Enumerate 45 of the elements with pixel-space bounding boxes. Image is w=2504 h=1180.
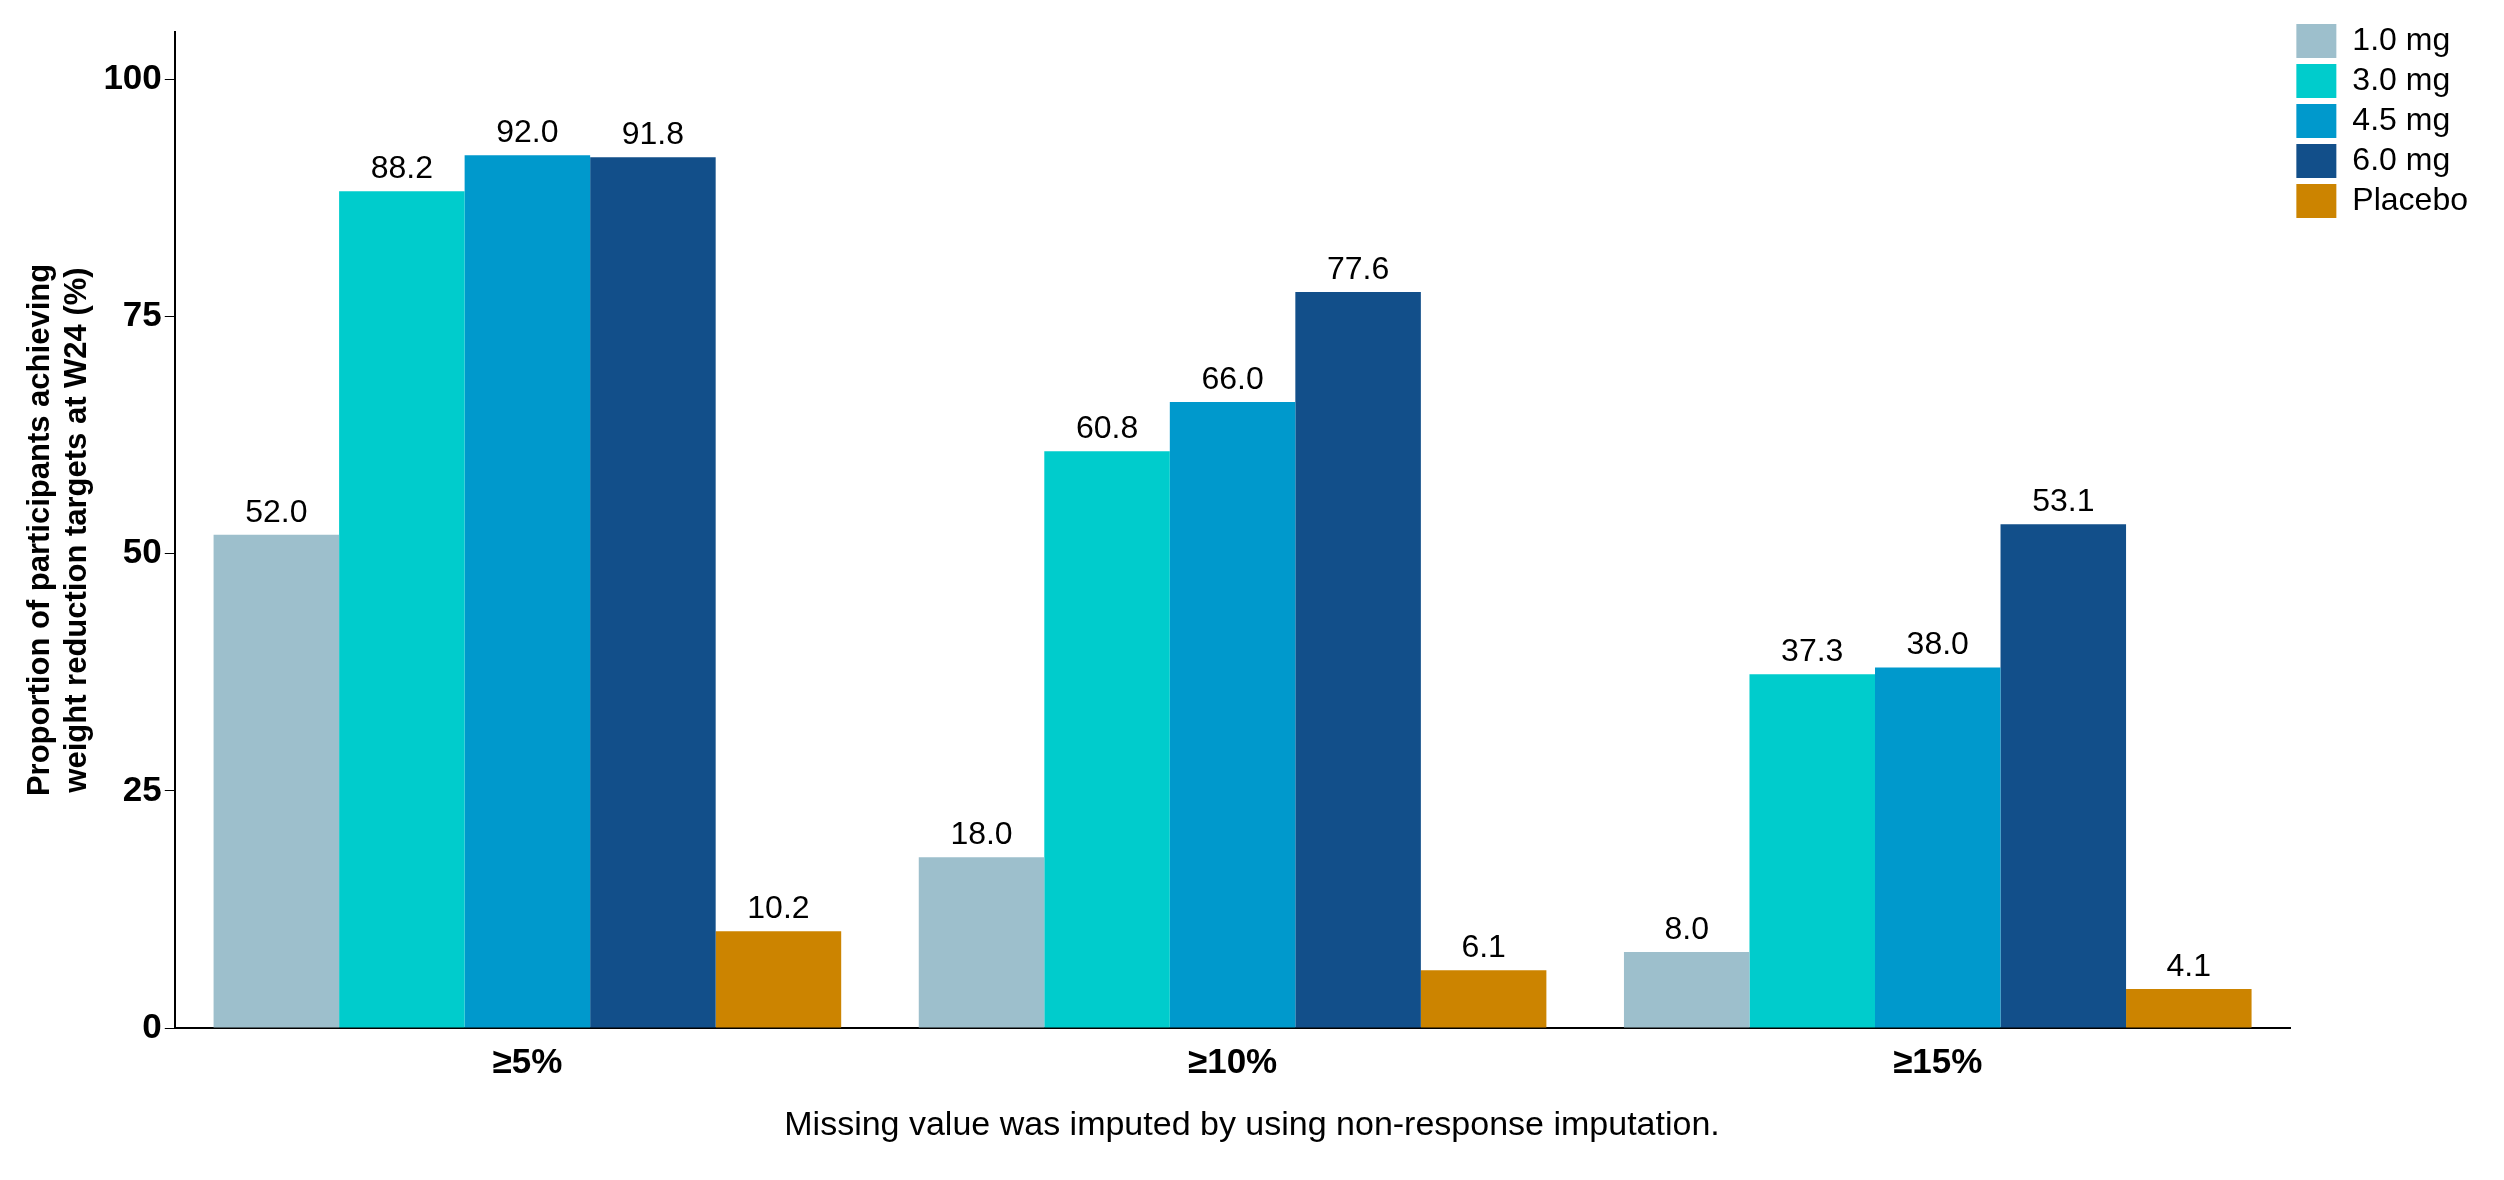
bar [1749,674,1875,1028]
bar [339,191,465,1028]
x-tick-label: ≥5% [492,1040,563,1080]
bar [1420,970,1547,1028]
data-label: 60.8 [1075,409,1139,446]
legend-label: Placebo [2352,180,2468,217]
bar [1169,401,1296,1028]
data-label: 18.0 [950,815,1013,852]
data-label: 92.0 [496,113,559,150]
data-label: 10.2 [747,889,810,926]
legend-label: 3.0 mg [2352,60,2451,97]
bar [1044,451,1170,1028]
legend-label: 4.5 mg [2352,100,2451,137]
data-label: 52.0 [245,492,308,529]
y-axis-title: Proportion of participants achieving weight reduction targets at W24 (%) [21,263,94,797]
data-label: 37.3 [1781,632,1844,669]
y-tick-label: 50 [122,531,162,571]
data-label: 91.8 [621,115,685,152]
bar [1623,952,1750,1028]
data-label: 38.0 [1906,625,1969,662]
data-label: 8.0 [1664,909,1709,946]
data-label: 66.0 [1201,359,1264,396]
x-tick-label: ≥10% [1187,1040,1278,1080]
legend-label: 6.0 mg [2352,140,2451,177]
legend-label: 1.0 mg [2352,20,2451,57]
data-label: 6.1 [1461,927,1506,964]
data-label: 4.1 [2166,946,2212,983]
y-tick-label: 25 [122,768,162,808]
text: Missing value was imputed by using non-response imputation. [783,1104,1721,1143]
y-tick-label: 100 [103,57,162,97]
bar [918,857,1045,1028]
data-label: 53.1 [2032,482,2095,519]
x-tick-label: ≥15% [1893,1040,1983,1080]
data-label: 77.6 [1326,249,1390,286]
y-tick-label: 75 [122,294,162,334]
y-tick-label: 0 [142,1005,162,1045]
data-label: 88.2 [370,149,434,186]
bar [2126,989,2252,1028]
bar [2000,524,2127,1028]
bar [715,931,842,1028]
bar [213,534,340,1028]
bar [590,157,716,1028]
bar [464,155,591,1028]
bar [1295,291,1421,1028]
bar [1875,667,2001,1028]
